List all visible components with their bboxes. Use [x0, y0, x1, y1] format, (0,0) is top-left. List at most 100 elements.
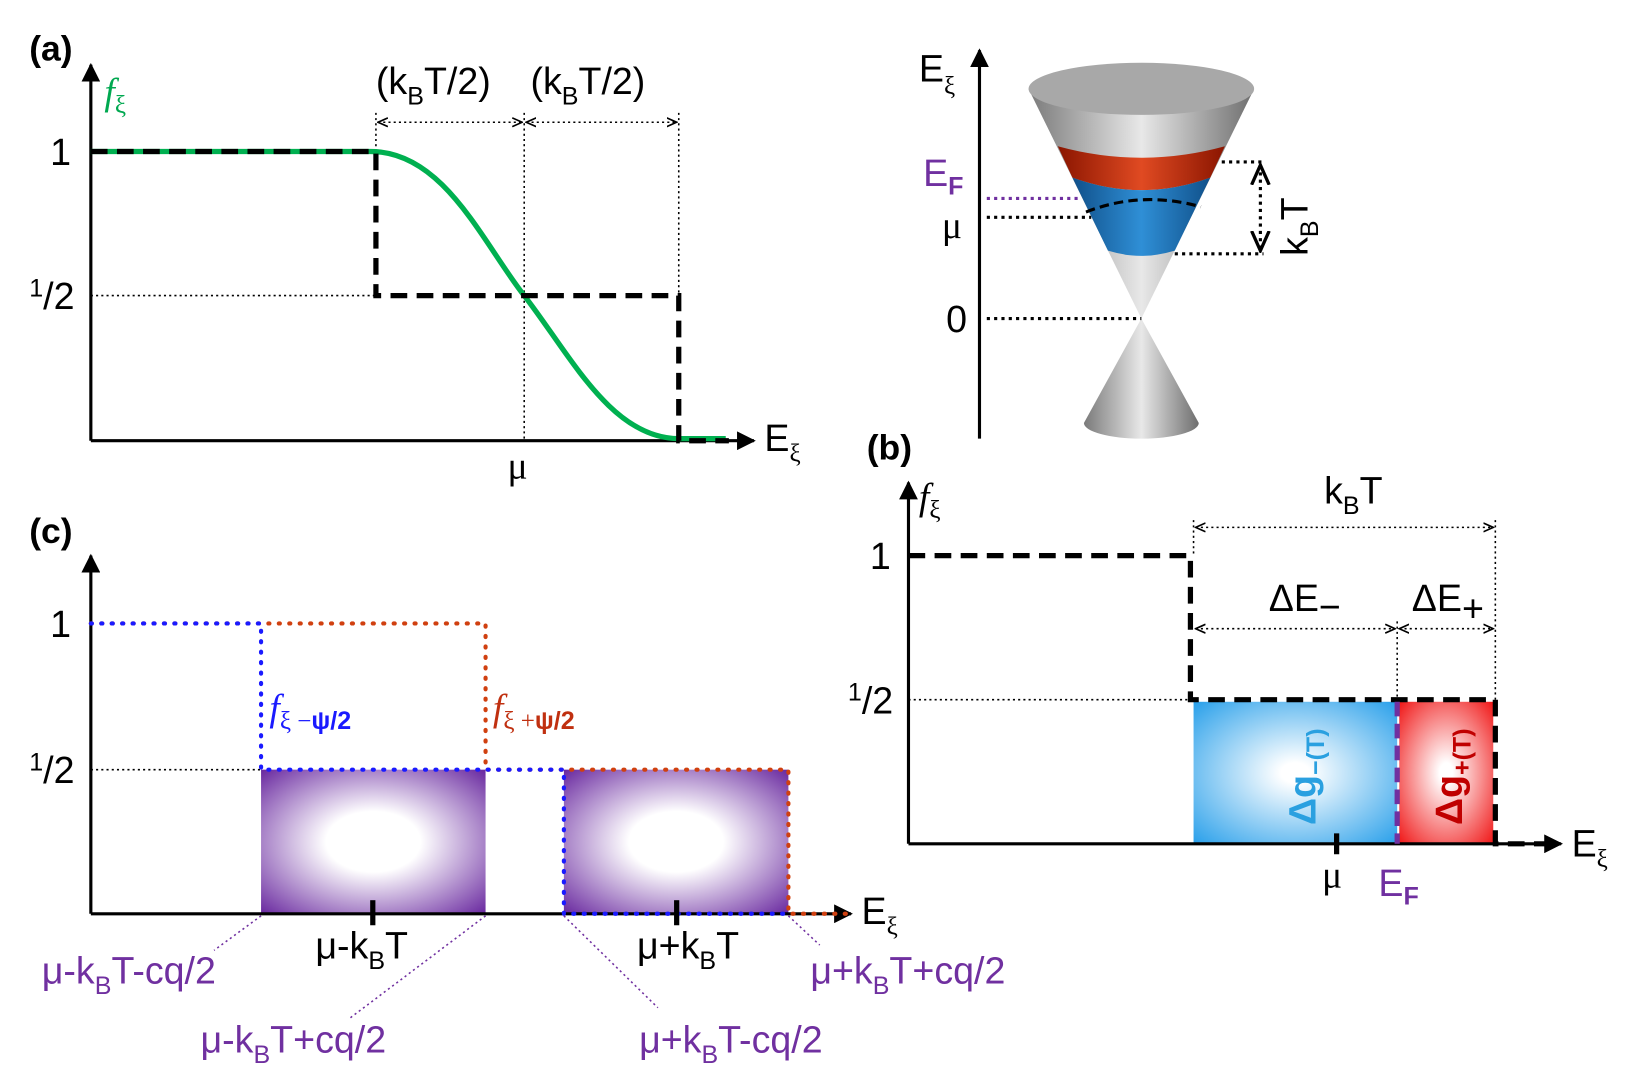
- panel-label: (b): [867, 428, 912, 468]
- width-label: kBT: [1324, 469, 1383, 519]
- blue-band: [1072, 177, 1211, 256]
- fermi-label: EF: [1378, 862, 1418, 910]
- label-part: T+cq/2: [889, 950, 1005, 992]
- tick-label: 1: [870, 535, 891, 577]
- dg-minus-label: Δg−(T): [1282, 728, 1330, 825]
- label-part: μ+k: [639, 1019, 702, 1061]
- label-sub: ψ/2: [535, 707, 575, 735]
- mu-label: μ: [942, 206, 962, 247]
- label-part: Δg: [1428, 775, 1470, 825]
- label-part: /2: [43, 275, 74, 317]
- tick-label: 1/2: [848, 679, 893, 722]
- width-label: (kBT/2): [530, 60, 645, 110]
- label-part: k: [1324, 469, 1343, 511]
- mu-label: μ: [507, 446, 527, 487]
- label-sub: ξ −: [280, 708, 312, 735]
- leader-line: [563, 915, 659, 1009]
- label-part: k: [1273, 237, 1315, 256]
- overlap-area: [261, 769, 486, 914]
- mu-contour: [1085, 198, 1202, 214]
- label-sub: ξ: [944, 73, 955, 100]
- label-part: /2: [43, 749, 74, 791]
- overlap-area: [563, 769, 789, 914]
- f-plus-step: [88, 621, 848, 916]
- label-sub: ξ: [1597, 846, 1608, 873]
- width-label: kBT: [1273, 197, 1323, 256]
- label-sub: +: [1462, 587, 1484, 629]
- label-sub: B: [699, 947, 716, 975]
- label-sub: ξ: [115, 92, 126, 119]
- label-sub: B: [873, 972, 890, 1000]
- label-part: μ+k: [810, 950, 873, 992]
- f-minus-label: fξ −ψ/2: [269, 689, 351, 735]
- label-part: μ+k: [637, 925, 700, 967]
- label-part: T: [716, 925, 739, 967]
- tick-label: 1: [50, 603, 71, 645]
- label-part: 1: [848, 679, 862, 707]
- label-sub: F: [948, 172, 963, 200]
- label-sub: −(T): [1302, 728, 1330, 775]
- label-part: (k: [530, 60, 562, 102]
- label-sub: B: [407, 82, 424, 110]
- y-axis-label: fξ: [104, 72, 126, 118]
- fermi-label: EF: [923, 152, 963, 200]
- panel-label: (a): [29, 29, 72, 69]
- edge-label: μ+kBT+cq/2: [810, 950, 1005, 1000]
- label-sub: B: [1343, 492, 1360, 520]
- label-part: T: [1273, 197, 1315, 220]
- tick-label: 1/2: [29, 275, 74, 318]
- label-part: T-cq/2: [111, 950, 215, 992]
- label-sub: B: [701, 1041, 718, 1069]
- label-sub: B: [95, 972, 112, 1000]
- width-label: (kBT/2): [376, 60, 491, 110]
- label-sub: −: [1319, 585, 1341, 627]
- delta-label: ΔE+: [1412, 577, 1484, 629]
- tick-label: μ-kBT: [315, 925, 408, 975]
- label-sub: +(T): [1448, 728, 1476, 775]
- f-minus-step: [88, 621, 791, 916]
- label-sub: ψ/2: [311, 707, 351, 735]
- label-sub: ξ: [789, 441, 800, 468]
- label-part: /2: [862, 679, 893, 721]
- label-part: μ-k: [315, 925, 368, 967]
- label-part: μ-k: [42, 950, 95, 992]
- axis-label: Eξ: [919, 48, 955, 101]
- label-sub: F: [1403, 882, 1418, 910]
- label-part: 1: [29, 275, 43, 303]
- tick-label: 1: [50, 131, 71, 173]
- leader-line: [787, 915, 821, 946]
- step-function: [908, 552, 1556, 847]
- dg-plus-label: Δg+(T): [1428, 728, 1476, 825]
- label-part: ΔE: [1269, 577, 1319, 619]
- label-part: T: [1360, 469, 1383, 511]
- dg-plus-area: [1399, 701, 1494, 844]
- lower-cone: [1083, 318, 1199, 439]
- tick-label: μ+kBT: [637, 925, 739, 975]
- label-sub: B: [562, 82, 579, 110]
- label-part: E: [1378, 862, 1403, 904]
- label-part: E: [764, 417, 789, 459]
- red-band: [1057, 146, 1225, 191]
- label-sub: B: [368, 947, 385, 975]
- x-axis-label: Eξ: [764, 417, 800, 467]
- label-part: ΔE: [1412, 577, 1462, 619]
- x-axis-label: Eξ: [1572, 822, 1608, 872]
- edge-label: μ-kBT+cq/2: [200, 1019, 386, 1069]
- leader-line: [213, 915, 262, 951]
- panel-a: (a) fξ Eξ 1 1/2 (kBT/2) (kBT/2) μ: [29, 29, 800, 488]
- edge-label: μ+kBT-cq/2: [639, 1019, 823, 1069]
- label-part: E: [861, 890, 886, 932]
- label-part: μ-k: [200, 1019, 253, 1061]
- label-part: E: [923, 152, 948, 194]
- delta-label: ΔE−: [1269, 577, 1341, 627]
- y-axis-label: fξ: [919, 478, 941, 524]
- label-sub: ξ: [887, 914, 898, 941]
- label-sub: B: [1296, 220, 1324, 237]
- panel-c: (c) Eξ 1 1/2 fξ −ψ/2 fξ +ψ/2 μ-kBT μ+kBT…: [29, 511, 1005, 1069]
- label-part: E: [919, 48, 944, 90]
- label-part: Δg: [1282, 775, 1324, 825]
- label-part: (k: [376, 60, 408, 102]
- label-part: T/2): [579, 60, 646, 102]
- label-part: 1: [29, 749, 43, 777]
